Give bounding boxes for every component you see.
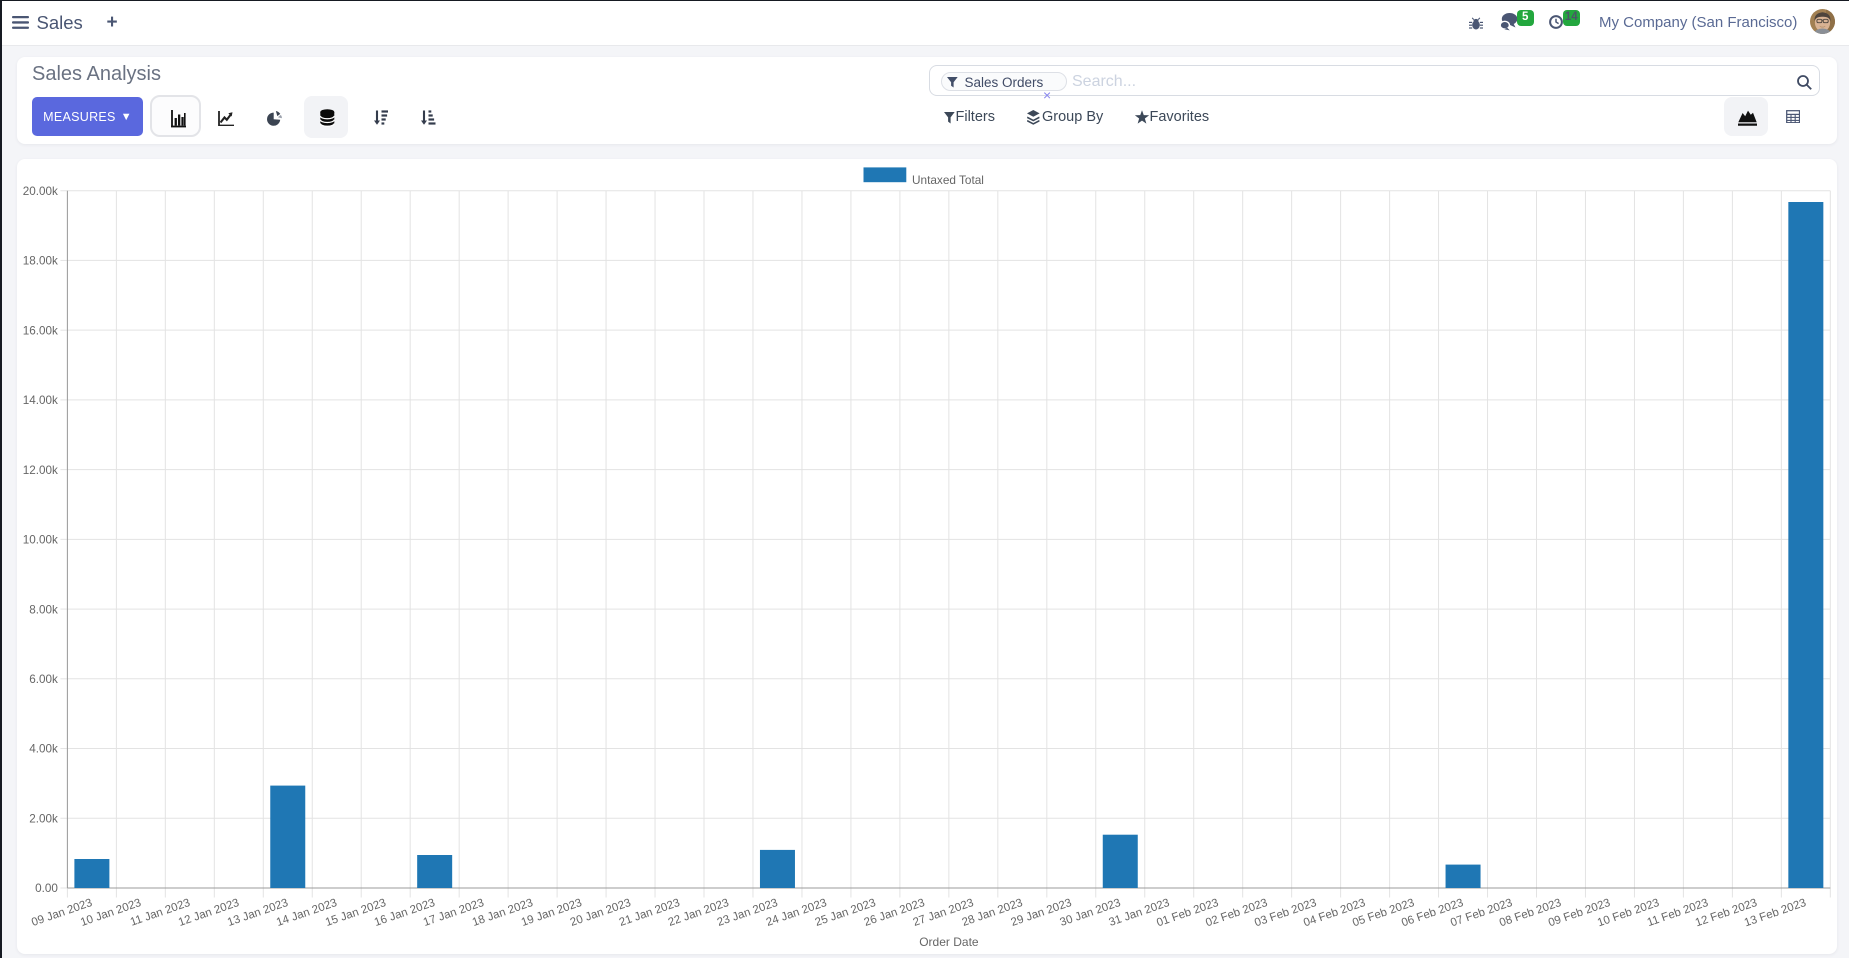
svg-text:4.00k: 4.00k [29, 743, 58, 756]
svg-text:2.00k: 2.00k [29, 812, 58, 825]
svg-text:8.00k: 8.00k [29, 603, 58, 616]
svg-text:6.00k: 6.00k [29, 673, 58, 686]
svg-text:14.00k: 14.00k [23, 394, 58, 407]
svg-text:12.00k: 12.00k [23, 464, 58, 477]
svg-text:20.00k: 20.00k [23, 185, 58, 198]
svg-text:10.00k: 10.00k [23, 534, 58, 547]
svg-text:18.00k: 18.00k [23, 255, 58, 268]
svg-text:16.00k: 16.00k [23, 324, 58, 337]
svg-text:Order Date: Order Date [919, 935, 979, 949]
svg-text:0.00: 0.00 [35, 882, 58, 895]
svg-text:Untaxed Total: Untaxed Total [912, 173, 984, 187]
